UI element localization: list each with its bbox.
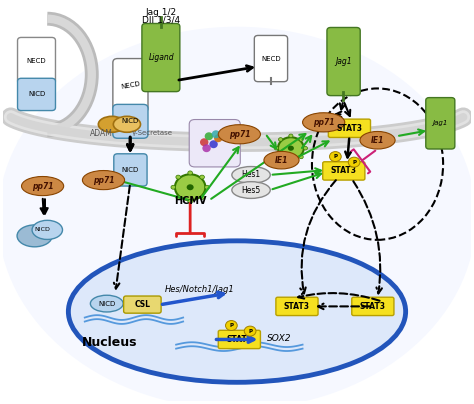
Ellipse shape bbox=[289, 134, 293, 138]
Text: STAT3: STAT3 bbox=[284, 302, 310, 311]
Text: pp71: pp71 bbox=[93, 176, 114, 185]
Ellipse shape bbox=[226, 320, 237, 330]
Ellipse shape bbox=[176, 196, 181, 200]
Ellipse shape bbox=[176, 175, 181, 179]
FancyBboxPatch shape bbox=[113, 104, 148, 138]
Ellipse shape bbox=[214, 134, 222, 142]
Ellipse shape bbox=[329, 152, 341, 162]
Text: HCMV: HCMV bbox=[174, 196, 206, 206]
Ellipse shape bbox=[232, 182, 270, 198]
FancyBboxPatch shape bbox=[276, 297, 318, 316]
Text: NICD: NICD bbox=[121, 118, 139, 124]
Text: γ-Secretase: γ-Secretase bbox=[132, 130, 173, 137]
Text: Jag1: Jag1 bbox=[335, 57, 352, 66]
Text: pp71: pp71 bbox=[228, 130, 250, 139]
Text: P: P bbox=[229, 323, 233, 328]
Ellipse shape bbox=[289, 159, 293, 162]
Ellipse shape bbox=[278, 137, 304, 159]
Ellipse shape bbox=[68, 241, 406, 382]
Ellipse shape bbox=[200, 138, 209, 146]
FancyBboxPatch shape bbox=[18, 78, 55, 111]
Text: NICD: NICD bbox=[98, 301, 115, 307]
Text: Dll 1/3/4: Dll 1/3/4 bbox=[142, 15, 180, 24]
Ellipse shape bbox=[212, 130, 220, 138]
Text: ADAM: ADAM bbox=[90, 129, 113, 138]
FancyBboxPatch shape bbox=[114, 154, 147, 186]
Ellipse shape bbox=[279, 138, 283, 141]
FancyBboxPatch shape bbox=[18, 38, 55, 84]
Ellipse shape bbox=[302, 113, 345, 132]
Ellipse shape bbox=[188, 200, 192, 204]
FancyBboxPatch shape bbox=[426, 98, 455, 149]
FancyBboxPatch shape bbox=[189, 120, 240, 167]
FancyBboxPatch shape bbox=[142, 23, 180, 92]
Text: STAT3: STAT3 bbox=[360, 302, 386, 311]
FancyBboxPatch shape bbox=[255, 36, 288, 82]
Ellipse shape bbox=[360, 131, 395, 149]
Text: IE1: IE1 bbox=[275, 156, 288, 165]
Text: NECD: NECD bbox=[27, 57, 46, 63]
Ellipse shape bbox=[200, 196, 204, 200]
Text: STAT3: STAT3 bbox=[337, 124, 363, 133]
FancyBboxPatch shape bbox=[328, 119, 371, 137]
Text: P: P bbox=[352, 160, 356, 165]
Ellipse shape bbox=[303, 146, 308, 150]
Ellipse shape bbox=[218, 125, 260, 144]
Ellipse shape bbox=[32, 220, 63, 240]
Ellipse shape bbox=[274, 146, 278, 150]
Text: SOX2: SOX2 bbox=[267, 334, 292, 343]
Text: STAT3: STAT3 bbox=[227, 335, 252, 344]
Text: NICD: NICD bbox=[35, 227, 51, 232]
Ellipse shape bbox=[202, 144, 211, 152]
Text: Jag1: Jag1 bbox=[433, 120, 448, 126]
Text: P: P bbox=[248, 328, 252, 334]
FancyBboxPatch shape bbox=[352, 297, 394, 316]
Text: STAT3: STAT3 bbox=[331, 166, 357, 175]
Ellipse shape bbox=[348, 157, 360, 167]
FancyBboxPatch shape bbox=[113, 59, 148, 112]
FancyBboxPatch shape bbox=[218, 330, 260, 349]
Ellipse shape bbox=[113, 116, 140, 132]
Ellipse shape bbox=[210, 140, 218, 148]
Ellipse shape bbox=[98, 116, 126, 132]
Text: pp71: pp71 bbox=[313, 118, 335, 127]
Ellipse shape bbox=[264, 152, 299, 169]
FancyBboxPatch shape bbox=[124, 296, 161, 313]
Ellipse shape bbox=[187, 184, 194, 190]
Text: NICD: NICD bbox=[28, 91, 45, 97]
Text: NECD: NECD bbox=[261, 56, 281, 61]
Ellipse shape bbox=[244, 326, 256, 336]
Text: Hes1: Hes1 bbox=[241, 170, 261, 179]
Ellipse shape bbox=[299, 138, 303, 141]
Ellipse shape bbox=[200, 175, 204, 179]
Text: IE1: IE1 bbox=[371, 136, 384, 145]
Ellipse shape bbox=[91, 295, 123, 312]
FancyBboxPatch shape bbox=[323, 162, 365, 180]
Ellipse shape bbox=[21, 177, 64, 196]
Text: Jag 1/2: Jag 1/2 bbox=[146, 8, 177, 17]
Ellipse shape bbox=[82, 170, 125, 189]
Ellipse shape bbox=[171, 185, 176, 189]
Ellipse shape bbox=[205, 185, 210, 189]
Text: P: P bbox=[333, 154, 337, 159]
Ellipse shape bbox=[279, 155, 283, 159]
Text: Hes5: Hes5 bbox=[241, 185, 261, 195]
Ellipse shape bbox=[299, 155, 303, 159]
Text: CSL: CSL bbox=[134, 300, 150, 309]
Ellipse shape bbox=[232, 166, 270, 183]
Ellipse shape bbox=[175, 174, 205, 200]
Text: NECD: NECD bbox=[120, 80, 140, 90]
Ellipse shape bbox=[288, 145, 294, 151]
Text: Nucleus: Nucleus bbox=[82, 336, 137, 349]
Text: Hes/Notch1/Jag1: Hes/Notch1/Jag1 bbox=[164, 285, 235, 294]
Text: NICD: NICD bbox=[121, 167, 139, 173]
Ellipse shape bbox=[17, 225, 52, 247]
FancyBboxPatch shape bbox=[327, 27, 360, 96]
Ellipse shape bbox=[205, 132, 213, 140]
Text: Ligand: Ligand bbox=[148, 53, 174, 62]
Ellipse shape bbox=[188, 171, 192, 175]
Text: pp71: pp71 bbox=[32, 181, 54, 191]
Ellipse shape bbox=[0, 27, 474, 404]
